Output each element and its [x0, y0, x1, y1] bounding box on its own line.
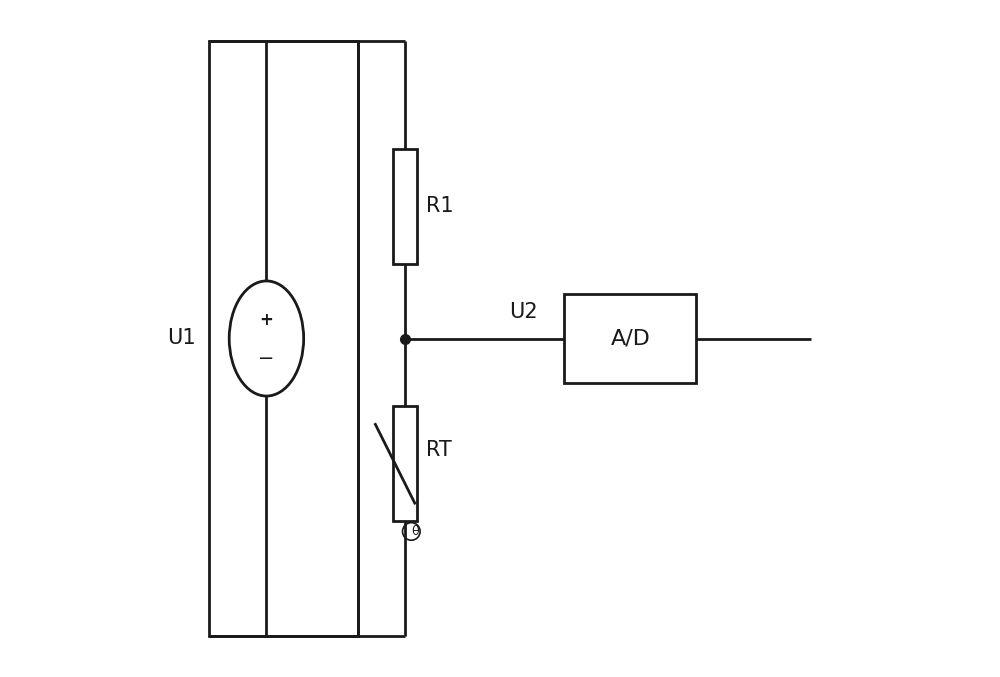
Text: U2: U2	[509, 301, 538, 322]
Text: +: +	[259, 311, 273, 329]
Text: U1: U1	[167, 328, 195, 349]
Bar	[209, 41, 358, 636]
Text: R1: R1	[426, 196, 453, 217]
Text: θ: θ	[412, 525, 419, 538]
Ellipse shape	[229, 281, 304, 396]
Text: A/D: A/D	[610, 328, 650, 349]
Text: RT: RT	[426, 440, 451, 460]
Text: −: −	[258, 349, 275, 368]
Bar	[393, 406, 417, 521]
Bar	[393, 149, 417, 264]
Bar	[564, 294, 696, 383]
